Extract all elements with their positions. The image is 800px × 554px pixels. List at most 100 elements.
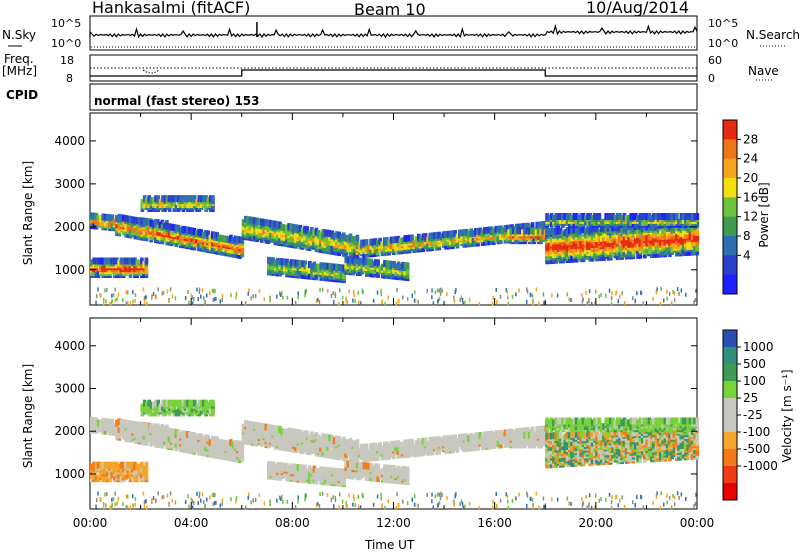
power-cell <box>112 218 117 226</box>
power-cell <box>643 213 647 220</box>
velocity-cell <box>197 446 201 454</box>
power-cell <box>426 236 430 244</box>
velocity-cell <box>167 427 172 435</box>
power-speckle <box>203 296 205 301</box>
velocity-cell <box>144 461 149 469</box>
power-cell <box>622 213 627 220</box>
power-cell <box>686 213 690 220</box>
power-cell <box>145 197 149 205</box>
power-cell <box>558 213 563 220</box>
power-speckle <box>598 294 600 299</box>
power-cell <box>588 247 593 254</box>
power-cell <box>659 213 663 220</box>
velocity-cell <box>131 420 135 428</box>
velocity-cell <box>308 471 312 478</box>
power-cell <box>602 224 606 232</box>
power-cell <box>597 232 602 240</box>
power-speckle <box>171 294 174 299</box>
velocity-cell <box>92 426 96 434</box>
power-cell <box>321 266 326 274</box>
power-cell <box>224 235 229 243</box>
velocity-cell <box>147 399 151 407</box>
power-cell <box>570 226 574 234</box>
power-cell <box>179 227 183 235</box>
power-cell <box>174 204 179 212</box>
power-cell <box>681 247 686 255</box>
velocity-cell <box>312 439 316 447</box>
velocity-cell <box>235 455 240 463</box>
power-cell <box>348 249 353 256</box>
power-cell <box>604 226 608 234</box>
power-speckle <box>617 299 619 304</box>
velocity-cell <box>204 405 208 413</box>
power-cell <box>244 215 248 223</box>
velocity-cell <box>140 461 144 469</box>
power-cell <box>501 227 505 235</box>
power-cell <box>661 216 665 224</box>
velocity-cell <box>344 439 348 447</box>
power-cell <box>165 195 170 203</box>
power-cell <box>581 213 586 220</box>
velocity-cell <box>156 437 160 445</box>
power-cell <box>460 229 464 237</box>
velocity-cell <box>145 401 149 409</box>
power-cell <box>273 259 278 267</box>
power-cell <box>460 233 464 241</box>
power-cell <box>138 227 142 235</box>
velocity-cell <box>99 461 103 469</box>
power-cell <box>684 218 688 226</box>
power-cell <box>558 227 563 235</box>
power-speckle <box>354 299 356 304</box>
velocity-cell <box>96 475 101 483</box>
power-cell <box>428 232 432 240</box>
velocity-cell <box>253 437 257 445</box>
power-cell <box>246 216 250 224</box>
power-cell <box>485 226 489 234</box>
power-cell <box>681 216 686 224</box>
velocity-cell <box>152 409 156 417</box>
velocity-cell <box>220 452 224 460</box>
power-cell <box>599 234 604 242</box>
velocity-cell <box>177 409 181 417</box>
power-cell <box>231 237 235 245</box>
power-cell <box>96 215 101 222</box>
power-speckle <box>201 288 204 293</box>
power-speckle <box>352 298 354 303</box>
power-speckle <box>187 290 189 294</box>
power-speckle <box>491 301 494 306</box>
power-cell <box>505 224 510 232</box>
power-cell <box>112 224 117 232</box>
velocity-cell <box>128 461 133 469</box>
power-cell <box>595 231 599 239</box>
power-cell <box>371 260 376 268</box>
power-cell <box>140 267 144 275</box>
velocity-heatmap <box>90 399 700 510</box>
velocity-cell <box>323 476 328 484</box>
velocity-cell <box>220 447 224 454</box>
velocity-cell <box>339 438 344 446</box>
power-cell <box>142 271 146 278</box>
power-cell <box>241 219 246 227</box>
power-cell <box>483 227 487 235</box>
velocity-cell <box>103 418 108 426</box>
velocity-cell <box>121 465 126 473</box>
power-cell <box>574 218 579 226</box>
power-cell <box>688 231 693 239</box>
power-speckle <box>214 288 216 293</box>
velocity-cell <box>294 440 298 448</box>
power-speckle <box>213 288 215 293</box>
velocity-cell <box>312 443 316 451</box>
power-cell <box>158 229 163 237</box>
power-cell <box>622 235 627 243</box>
power-cell <box>294 239 298 247</box>
power-cell <box>558 235 563 243</box>
power-speckle <box>438 288 440 293</box>
power-cell <box>364 244 369 252</box>
power-cell <box>317 263 321 271</box>
power-cell <box>314 271 319 279</box>
power-cell <box>131 220 135 228</box>
velocity-cell <box>195 434 199 442</box>
power-cell <box>323 262 328 270</box>
power-speckle <box>168 298 170 303</box>
power-cell <box>215 239 219 247</box>
